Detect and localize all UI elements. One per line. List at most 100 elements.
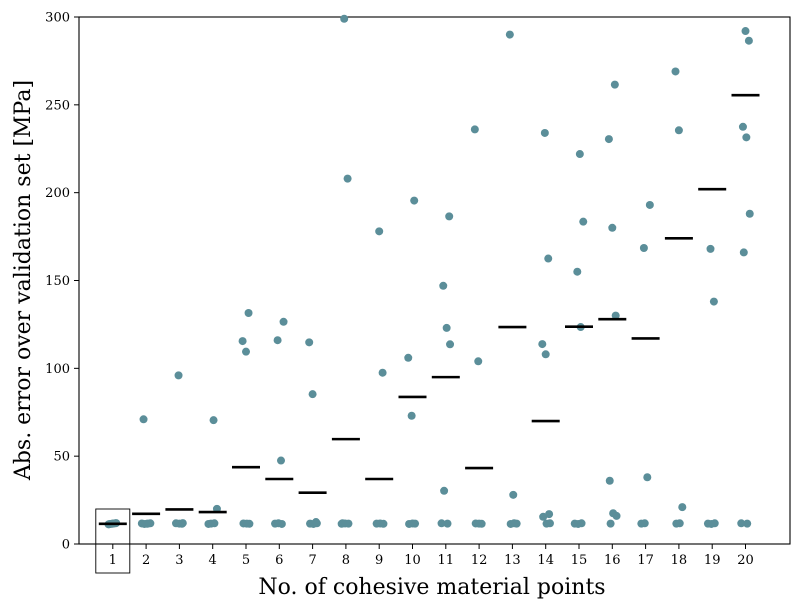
data-point bbox=[343, 174, 352, 183]
data-point bbox=[575, 150, 584, 159]
data-point bbox=[710, 519, 719, 528]
data-point bbox=[204, 519, 213, 528]
data-point bbox=[344, 519, 353, 528]
data-point bbox=[744, 36, 753, 45]
data-point bbox=[446, 340, 455, 349]
y-tick-label: 100 bbox=[45, 362, 70, 377]
data-point bbox=[612, 511, 621, 520]
x-axis: 1 2 3 4 5 6 7 8 9 10 11 12 13 14 15 16 17 18 19 20 bbox=[95, 508, 754, 574]
data-point bbox=[741, 27, 750, 36]
x-tick-label: 18 bbox=[671, 553, 688, 568]
x-tick-label: 14 bbox=[537, 553, 554, 568]
data-point bbox=[743, 519, 752, 528]
x-tick-label: 12 bbox=[471, 553, 488, 568]
data-point bbox=[210, 519, 219, 528]
data-point bbox=[244, 308, 253, 317]
data-point bbox=[439, 281, 448, 290]
data-point bbox=[645, 200, 654, 209]
data-point bbox=[643, 473, 652, 482]
x-tick-label: 1 bbox=[109, 553, 117, 568]
data-point bbox=[538, 340, 547, 349]
data-point bbox=[379, 519, 388, 528]
x-tick-label: 19 bbox=[704, 553, 721, 568]
data-point bbox=[242, 347, 250, 356]
plot-frame bbox=[78, 16, 791, 545]
x-tick-label: 11 bbox=[438, 553, 455, 568]
data-point bbox=[378, 368, 387, 377]
data-point bbox=[139, 415, 148, 424]
data-point bbox=[137, 519, 146, 528]
data-point bbox=[273, 336, 282, 345]
data-point bbox=[739, 248, 748, 257]
x-axis-title: No. of cohesive material points bbox=[258, 575, 605, 600]
x-tick-label: 17 bbox=[637, 553, 654, 568]
x-tick-label: 10 bbox=[404, 553, 421, 568]
data-point bbox=[674, 126, 683, 135]
data-point bbox=[541, 350, 550, 359]
x-tick-label: 16 bbox=[604, 553, 621, 568]
x-tick-label: 7 bbox=[308, 553, 316, 568]
x-tick-label: 13 bbox=[504, 553, 521, 568]
x-tick-label: 5 bbox=[242, 553, 250, 568]
data-point bbox=[277, 456, 285, 465]
data-point bbox=[408, 519, 417, 528]
data-point bbox=[675, 519, 684, 528]
data-point bbox=[505, 30, 514, 39]
highlight-box bbox=[95, 508, 131, 574]
data-point bbox=[437, 519, 446, 528]
x-tick-label: 9 bbox=[375, 553, 383, 568]
data-point bbox=[706, 244, 715, 253]
y-tick-label: 50 bbox=[53, 450, 70, 465]
data-point bbox=[545, 519, 554, 528]
x-tick-label: 2 bbox=[142, 553, 150, 568]
y-tick-label: 250 bbox=[45, 98, 70, 113]
data-point bbox=[174, 371, 183, 380]
data-point bbox=[279, 317, 288, 326]
data-point bbox=[745, 209, 754, 218]
y-tick-label: 150 bbox=[45, 274, 70, 289]
data-point bbox=[738, 122, 747, 131]
x-tick-label: 4 bbox=[209, 553, 217, 568]
data-point bbox=[544, 254, 553, 263]
data-point bbox=[606, 519, 615, 528]
data-point bbox=[605, 476, 614, 485]
data-point bbox=[577, 519, 586, 528]
data-point bbox=[143, 519, 152, 528]
data-point bbox=[678, 503, 687, 512]
mean-markers bbox=[98, 93, 760, 526]
y-tick-label: 0 bbox=[62, 538, 70, 553]
y-tick-label: 200 bbox=[45, 186, 70, 201]
data-point bbox=[305, 338, 314, 347]
data-point bbox=[238, 337, 247, 346]
data-point bbox=[474, 357, 483, 366]
y-tick-label: 300 bbox=[45, 11, 70, 26]
x-tick-label: 6 bbox=[275, 553, 283, 568]
data-point bbox=[604, 135, 613, 144]
data-point bbox=[442, 323, 451, 332]
data-point bbox=[671, 67, 680, 76]
data-point bbox=[539, 512, 548, 521]
data-point bbox=[312, 519, 321, 528]
data-point bbox=[308, 390, 317, 399]
data-point bbox=[470, 125, 479, 134]
data-point bbox=[404, 353, 413, 362]
x-tick-label: 15 bbox=[571, 553, 588, 568]
data-point bbox=[640, 519, 649, 528]
data-point bbox=[639, 244, 648, 253]
data-point bbox=[608, 223, 617, 232]
data-point bbox=[242, 519, 251, 528]
x-tick-label: 8 bbox=[342, 553, 350, 568]
data-point bbox=[611, 311, 620, 320]
data-point bbox=[737, 519, 746, 528]
x-tick-label: 3 bbox=[175, 553, 183, 568]
data-point bbox=[375, 227, 384, 236]
data-point bbox=[540, 128, 549, 137]
data-point bbox=[610, 80, 619, 89]
data-point bbox=[475, 519, 484, 528]
data-point bbox=[445, 212, 454, 221]
data-point bbox=[407, 411, 416, 420]
x-tick-label: 20 bbox=[737, 553, 754, 568]
data-point bbox=[742, 133, 751, 142]
